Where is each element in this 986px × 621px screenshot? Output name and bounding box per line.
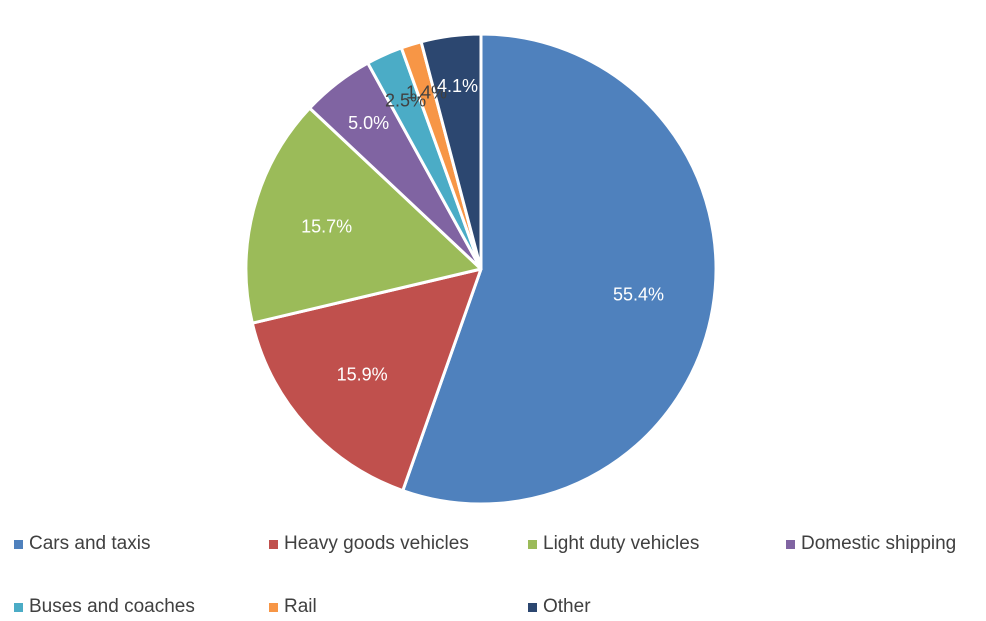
data-label-domestic-shipping: 5.0% <box>348 113 389 133</box>
pie-slice-heavy-goods-vehicles <box>250 267 483 493</box>
data-label-cars-and-taxis: 55.4% <box>613 285 664 305</box>
data-label-rail: 1.4% <box>406 83 447 103</box>
data-label-heavy-goods-vehicles: 15.9% <box>337 365 388 385</box>
data-label-buses-and-coaches: 2.5% <box>385 91 426 111</box>
data-label-light-duty-vehicles: 15.7% <box>301 217 352 237</box>
pie-slice-light-duty-vehicles <box>244 106 483 325</box>
pie-slice-other <box>419 32 483 271</box>
data-label-other: 4.1% <box>437 76 478 96</box>
